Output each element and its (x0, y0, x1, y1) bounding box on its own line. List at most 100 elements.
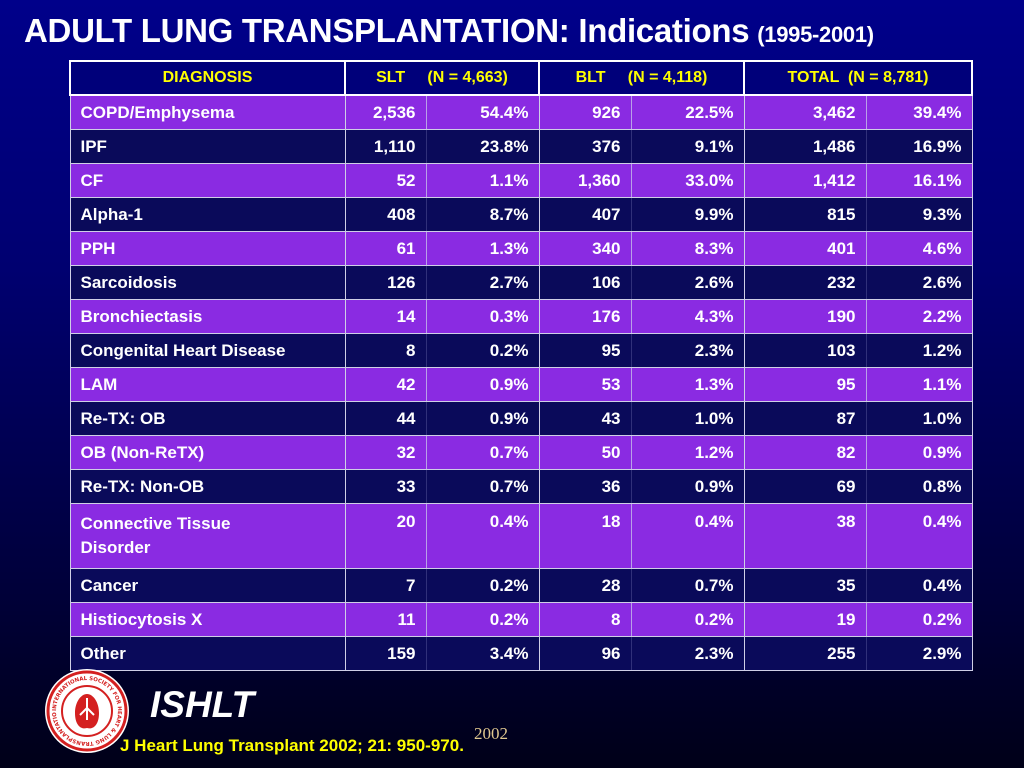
cell-total-n: 103 (743, 333, 867, 368)
cell-slt-pct: 0.2% (425, 602, 540, 637)
cell-total-pct: 0.2% (865, 602, 973, 637)
indications-table: DIAGNOSIS SLT (N = 4,663) BLT (N = 4,118… (69, 60, 973, 671)
cell-blt-pct: 2.6% (630, 265, 745, 300)
table-row: Bronchiectasis 14 0.3% 176 4.3% 190 2.2% (69, 299, 973, 334)
cell-blt-pct: 0.9% (630, 469, 745, 504)
cell-slt-n: 159 (344, 636, 427, 671)
table-row: LAM 42 0.9% 53 1.3% 95 1.1% (69, 367, 973, 402)
cell-diagnosis: Sarcoidosis (69, 265, 346, 300)
cell-slt-pct: 0.7% (425, 469, 540, 504)
cell-diagnosis: Congenital Heart Disease (69, 333, 346, 368)
cell-total-n: 232 (743, 265, 867, 300)
cell-slt-pct: 0.9% (425, 367, 540, 402)
cell-slt-n: 408 (344, 197, 427, 232)
cell-slt-pct: 0.2% (425, 333, 540, 368)
cell-slt-pct: 0.3% (425, 299, 540, 334)
cell-total-n: 190 (743, 299, 867, 334)
cell-diagnosis: Histiocytosis X (69, 602, 346, 637)
cell-slt-pct: 2.7% (425, 265, 540, 300)
cell-slt-pct: 1.1% (425, 163, 540, 198)
cell-slt-pct: 23.8% (425, 129, 540, 164)
cell-blt-pct: 4.3% (630, 299, 745, 334)
cell-blt-n: 43 (538, 401, 632, 436)
cell-blt-pct: 33.0% (630, 163, 745, 198)
cell-blt-pct: 2.3% (630, 636, 745, 671)
cell-diagnosis: Other (69, 636, 346, 671)
cell-blt-n: 407 (538, 197, 632, 232)
cell-slt-n: 52 (344, 163, 427, 198)
cell-diagnosis: Re-TX: Non-OB (69, 469, 346, 504)
cell-slt-pct: 0.7% (425, 435, 540, 470)
cell-total-n: 255 (743, 636, 867, 671)
cell-total-n: 82 (743, 435, 867, 470)
cell-total-n: 3,462 (743, 94, 867, 130)
cell-slt-n: 61 (344, 231, 427, 266)
cell-blt-n: 1,360 (538, 163, 632, 198)
cell-diagnosis: COPD/Emphysema (69, 94, 346, 130)
cell-diagnosis: IPF (69, 129, 346, 164)
cell-blt-n: 28 (538, 568, 632, 603)
table-row: Re-TX: OB 44 0.9% 43 1.0% 87 1.0% (69, 401, 973, 436)
cell-blt-pct: 22.5% (630, 94, 745, 130)
cell-blt-pct: 1.3% (630, 367, 745, 402)
cell-total-pct: 0.4% (865, 503, 973, 569)
ishlt-seal-icon: INTERNATIONAL SOCIETY FOR HEART & LUNG T… (44, 668, 129, 753)
cell-total-n: 1,486 (743, 129, 867, 164)
cell-blt-n: 53 (538, 367, 632, 402)
table-row: IPF 1,110 23.8% 376 9.1% 1,486 16.9% (69, 129, 973, 164)
cell-diagnosis: OB (Non-ReTX) (69, 435, 346, 470)
cell-total-pct: 1.0% (865, 401, 973, 436)
ishlt-brand: ISHLT (150, 684, 255, 725)
cell-slt-n: 2,536 (344, 94, 427, 130)
table-row: CF 52 1.1% 1,360 33.0% 1,412 16.1% (69, 163, 973, 198)
cell-blt-pct: 2.3% (630, 333, 745, 368)
cell-diagnosis: Re-TX: OB (69, 401, 346, 436)
cell-total-pct: 1.1% (865, 367, 973, 402)
cell-total-pct: 4.6% (865, 231, 973, 266)
title-years: (1995-2001) (757, 22, 874, 47)
cell-total-n: 87 (743, 401, 867, 436)
cell-blt-n: 8 (538, 602, 632, 637)
header-blt: BLT (N = 4,118) (538, 60, 745, 96)
cell-slt-n: 42 (344, 367, 427, 402)
cell-blt-n: 95 (538, 333, 632, 368)
header-total: TOTAL (N = 8,781) (743, 60, 973, 96)
cell-total-pct: 2.6% (865, 265, 973, 300)
cell-slt-n: 33 (344, 469, 427, 504)
cell-blt-n: 376 (538, 129, 632, 164)
header-diagnosis: DIAGNOSIS (69, 60, 346, 96)
table-row: Re-TX: Non-OB 33 0.7% 36 0.9% 69 0.8% (69, 469, 973, 504)
cell-total-n: 401 (743, 231, 867, 266)
cell-blt-pct: 0.4% (630, 503, 745, 569)
cell-slt-pct: 54.4% (425, 94, 540, 130)
cell-blt-n: 18 (538, 503, 632, 569)
table-row: OB (Non-ReTX) 32 0.7% 50 1.2% 82 0.9% (69, 435, 973, 470)
cell-blt-pct: 1.2% (630, 435, 745, 470)
cell-slt-n: 44 (344, 401, 427, 436)
table-row: Other 159 3.4% 96 2.3% 255 2.9% (69, 636, 973, 671)
cell-blt-n: 96 (538, 636, 632, 671)
cell-blt-n: 106 (538, 265, 632, 300)
cell-total-n: 95 (743, 367, 867, 402)
cell-slt-n: 7 (344, 568, 427, 603)
cell-slt-n: 32 (344, 435, 427, 470)
cell-total-n: 19 (743, 602, 867, 637)
cell-diagnosis: CF (69, 163, 346, 198)
table-row: COPD/Emphysema 2,536 54.4% 926 22.5% 3,462 39.… (69, 94, 973, 130)
cell-total-pct: 9.3% (865, 197, 973, 232)
table-row: Alpha-1 408 8.7% 407 9.9% 815 9.3% (69, 197, 973, 232)
cell-diagnosis: LAM (69, 367, 346, 402)
cell-total-pct: 2.2% (865, 299, 973, 334)
cell-total-n: 1,412 (743, 163, 867, 198)
cell-total-pct: 0.4% (865, 568, 973, 603)
cell-slt-n: 8 (344, 333, 427, 368)
cell-total-pct: 2.9% (865, 636, 973, 671)
title-text: ADULT LUNG TRANSPLANTATION: Indications (24, 12, 750, 49)
table-row: Congenital Heart Disease 8 0.2% 95 2.3% 103 1.… (69, 333, 973, 368)
cell-blt-n: 50 (538, 435, 632, 470)
cell-slt-pct: 0.9% (425, 401, 540, 436)
cell-total-n: 38 (743, 503, 867, 569)
table-header-row: DIAGNOSIS SLT (N = 4,663) BLT (N = 4,118… (69, 60, 973, 96)
cell-diagnosis: Cancer (69, 568, 346, 603)
cell-slt-pct: 0.2% (425, 568, 540, 603)
